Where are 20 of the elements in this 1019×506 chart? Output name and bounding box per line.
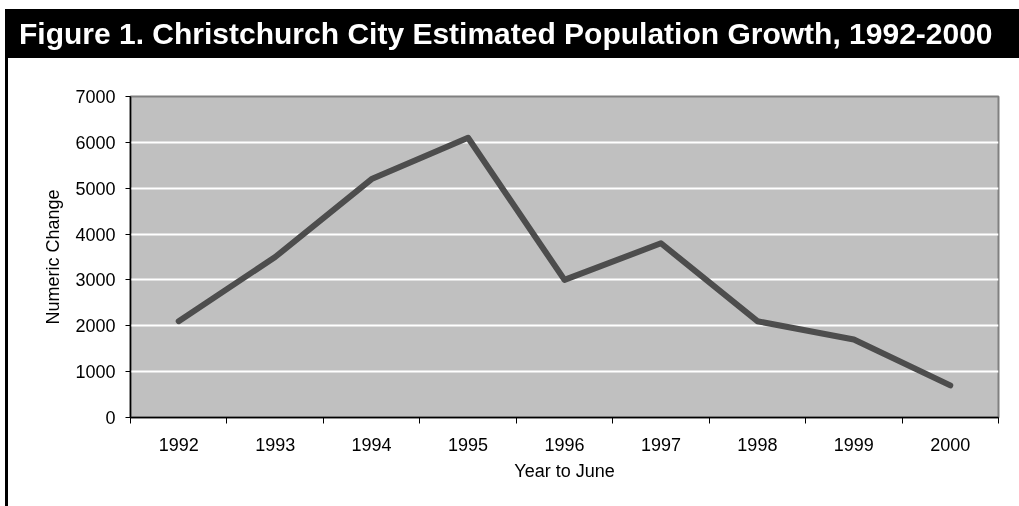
y-tick-label: 0 <box>105 408 116 428</box>
y-tick-label: 6000 <box>75 132 116 153</box>
y-tick-label: 4000 <box>75 224 116 245</box>
y-tick-label: 5000 <box>75 178 116 199</box>
x-tick-label: 1993 <box>255 434 296 455</box>
y-tick-label: 1000 <box>75 362 116 383</box>
x-axis-title: Year to June <box>514 460 615 481</box>
x-tick-label: 1996 <box>544 434 585 455</box>
y-tick-label: 3000 <box>75 270 116 291</box>
x-tick-label: 1992 <box>158 434 199 455</box>
x-tick-label: 1998 <box>737 434 778 455</box>
y-tick-label: 2000 <box>75 316 116 337</box>
x-tick-label: 1995 <box>448 434 489 455</box>
x-tick-label: 2000 <box>930 434 971 455</box>
x-tick-label: 1997 <box>640 434 681 455</box>
x-tick-label: 1999 <box>833 434 874 455</box>
x-tick-label: 1994 <box>351 434 392 455</box>
chart-title: Figure 1. Christchurch City Estimated Population Growth, 1992-2000 <box>19 16 993 52</box>
y-tick-label: 7000 <box>75 87 116 107</box>
y-axis-title: Numeric Change <box>43 189 64 325</box>
